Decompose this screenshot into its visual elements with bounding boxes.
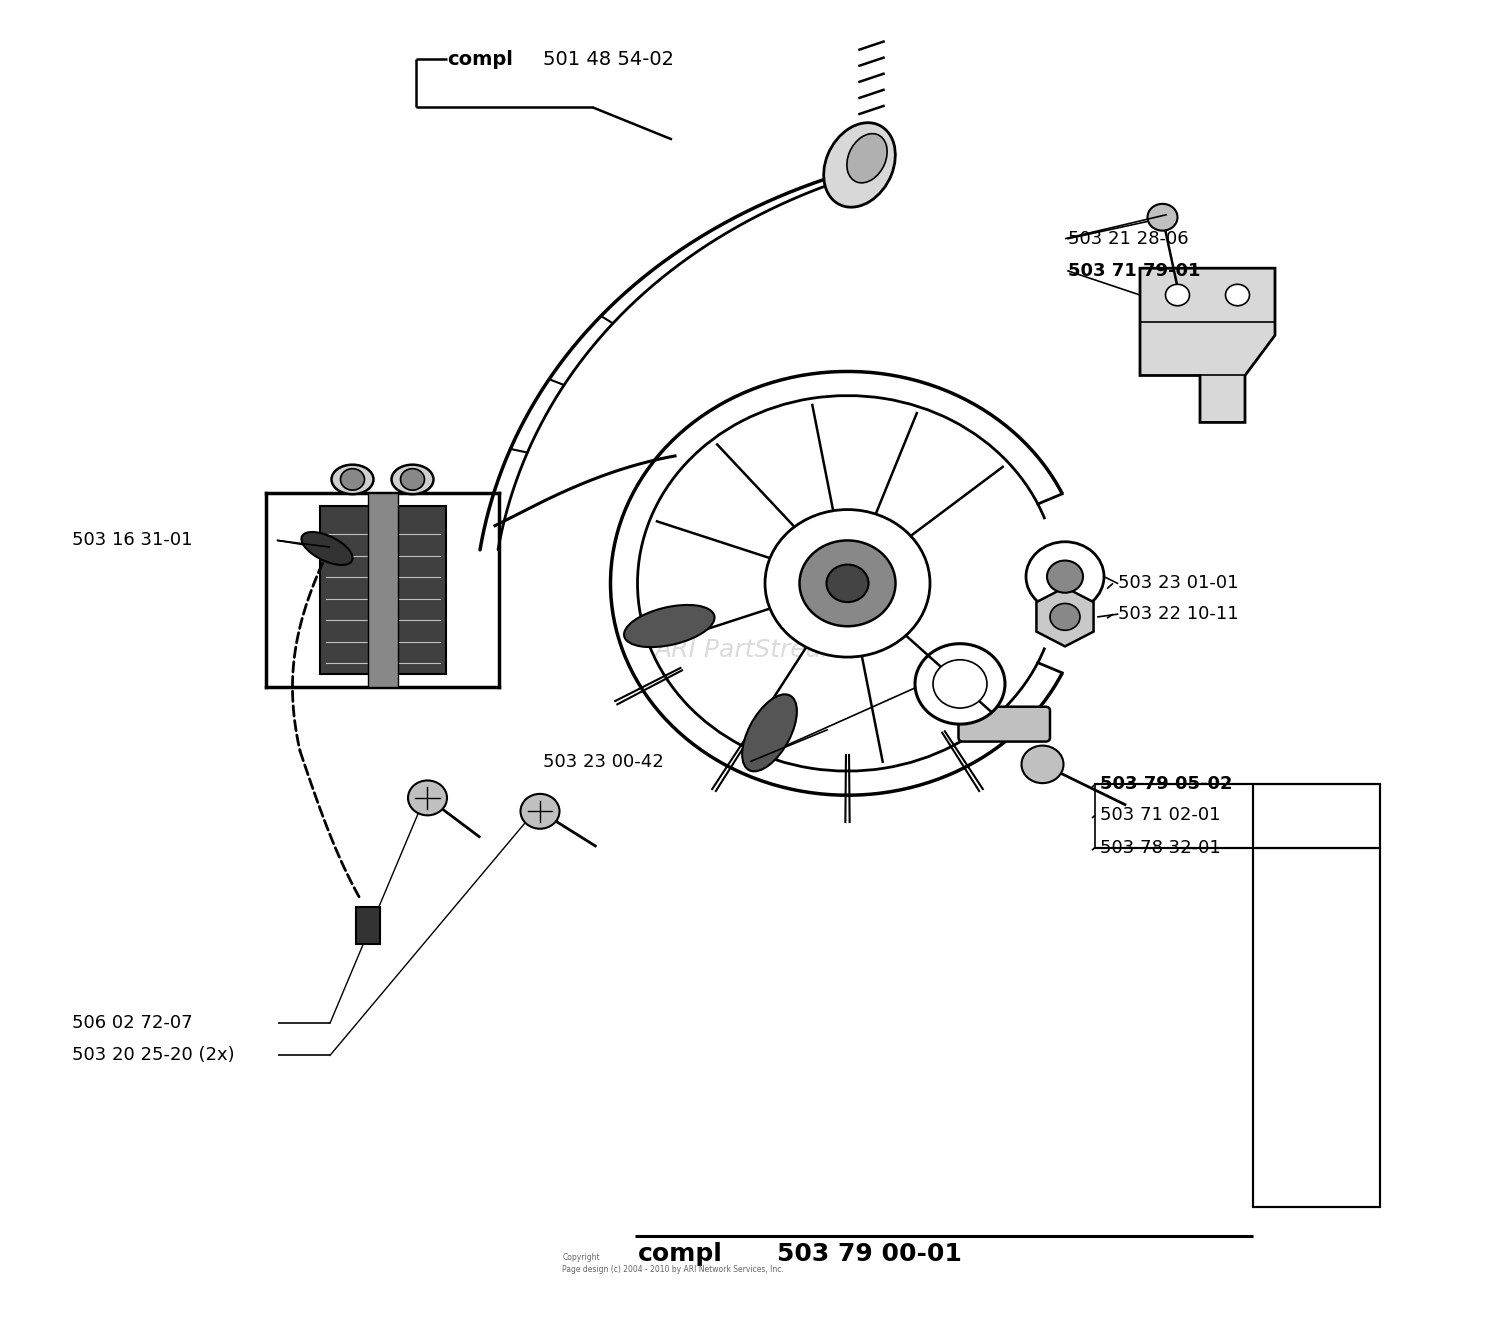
Circle shape — [520, 794, 560, 829]
Circle shape — [1026, 542, 1104, 611]
Text: 503 79 05-02: 503 79 05-02 — [1100, 775, 1232, 794]
Text: 503 79 00-01: 503 79 00-01 — [777, 1242, 962, 1266]
Bar — [320, 507, 446, 673]
Ellipse shape — [847, 134, 886, 182]
Ellipse shape — [302, 532, 352, 565]
Circle shape — [933, 660, 987, 708]
Circle shape — [1050, 603, 1080, 630]
Text: 506 02 72-07: 506 02 72-07 — [72, 1014, 192, 1033]
Text: ARI PartStream: ARI PartStream — [654, 638, 846, 662]
Ellipse shape — [742, 695, 796, 771]
Text: compl: compl — [447, 50, 513, 68]
Bar — [356, 907, 380, 944]
Ellipse shape — [332, 465, 374, 495]
Text: 503 71 02-01: 503 71 02-01 — [1100, 806, 1220, 825]
Circle shape — [1022, 746, 1064, 783]
Circle shape — [408, 780, 447, 815]
Ellipse shape — [624, 605, 714, 648]
Text: 503 23 00-42: 503 23 00-42 — [543, 752, 663, 771]
Circle shape — [1166, 284, 1190, 306]
Text: 501 48 54-02: 501 48 54-02 — [543, 50, 674, 68]
Circle shape — [1047, 561, 1083, 593]
Text: Copyright
Page design (c) 2004 - 2010 by ARI Network Services, Inc.: Copyright Page design (c) 2004 - 2010 by… — [562, 1252, 784, 1274]
Circle shape — [1148, 204, 1178, 231]
Text: 503 71 79-01: 503 71 79-01 — [1068, 261, 1200, 280]
Circle shape — [915, 644, 1005, 724]
Text: 503 22 10-11: 503 22 10-11 — [1118, 605, 1238, 624]
FancyBboxPatch shape — [958, 707, 1050, 742]
Circle shape — [765, 510, 930, 657]
Circle shape — [400, 469, 424, 489]
Text: 503 20 25-20 (2x): 503 20 25-20 (2x) — [72, 1046, 234, 1065]
Circle shape — [1226, 284, 1250, 306]
Bar — [368, 492, 398, 687]
Circle shape — [340, 469, 364, 489]
Polygon shape — [1140, 268, 1275, 422]
Text: 503 16 31-01: 503 16 31-01 — [72, 531, 192, 550]
Ellipse shape — [824, 123, 896, 207]
Ellipse shape — [392, 465, 433, 495]
Text: 503 78 32-01: 503 78 32-01 — [1100, 838, 1221, 857]
Circle shape — [827, 565, 868, 602]
Circle shape — [800, 540, 895, 626]
Text: 503 21 28-06: 503 21 28-06 — [1068, 229, 1188, 248]
Text: compl: compl — [638, 1242, 723, 1266]
Polygon shape — [1036, 587, 1094, 646]
Text: 503 23 01-01: 503 23 01-01 — [1118, 574, 1238, 593]
